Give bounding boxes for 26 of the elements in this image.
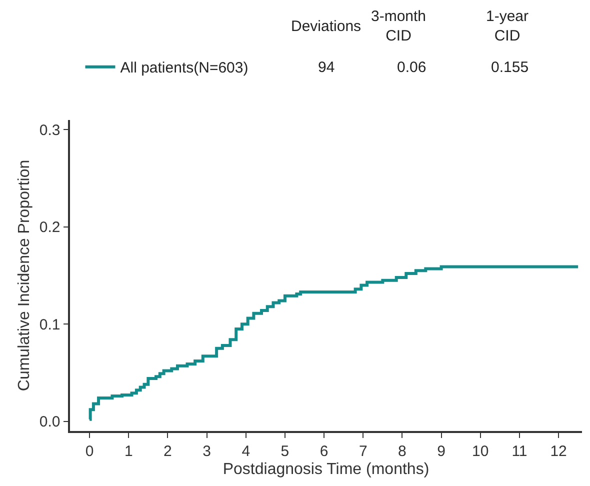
text: 0.06 [397,59,426,76]
text: 94 [318,59,335,76]
x-tick-label: 3 [202,442,211,460]
x-tick-label: 4 [242,442,250,460]
y-tick-label: 0.3 [39,122,60,139]
x-tick-label: 2 [164,442,172,460]
y-tick-label: 0.2 [39,219,60,236]
legend-label: All patients(N=603) [120,60,248,77]
text: 3-month CID [371,8,426,44]
x-tick-label: 1 [124,442,133,460]
x-tick-label: 8 [398,442,406,460]
x-tick-label: 6 [320,442,328,460]
x-tick-label: 7 [358,442,368,460]
x-axis-title: Postdiagnosis Time (months) [222,460,430,478]
text: Deviations [291,18,362,35]
x-tick-label: 10 [472,442,489,460]
text: 0.155 [491,59,529,76]
x-tick-label: 5 [280,442,290,460]
y-tick-label: 0.0 [39,414,60,431]
y-tick-label: 0.1 [39,316,60,334]
x-tick-label: 0 [85,442,94,460]
x-tick-label: 11 [512,442,528,460]
x-tick-label: 9 [437,442,446,460]
text: 1-year CID [486,8,529,44]
y-axis-title: Cumulative Incidence Proportion [16,160,33,392]
x-tick-label: 12 [550,442,567,460]
